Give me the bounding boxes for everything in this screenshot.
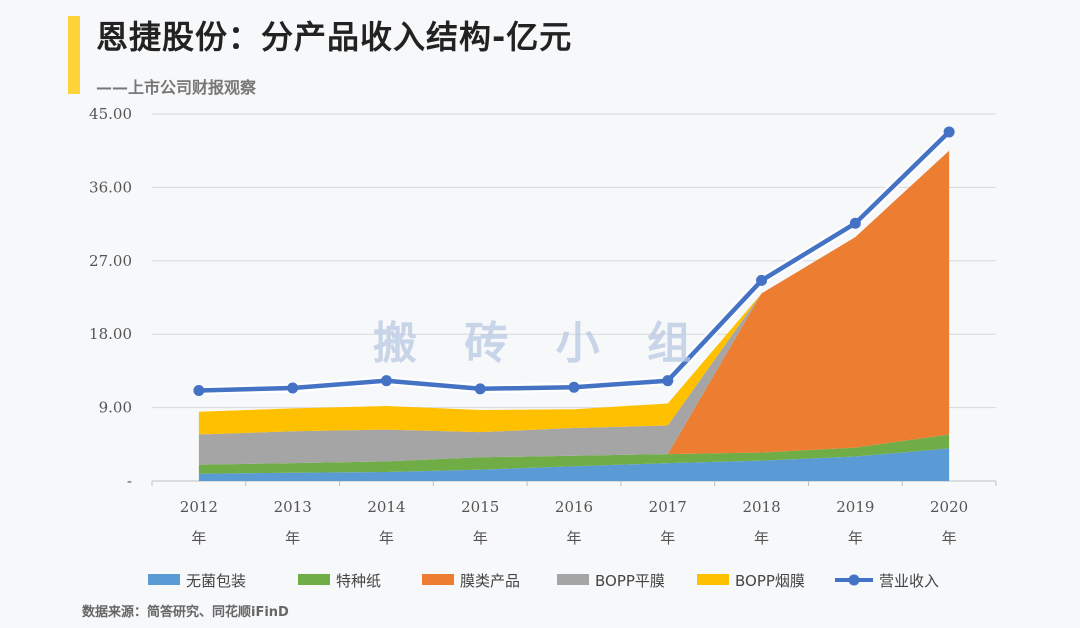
x-tick-label: 年 bbox=[660, 529, 675, 547]
x-tick-label: 年 bbox=[473, 529, 488, 547]
line-point bbox=[849, 217, 861, 229]
area-series bbox=[198, 150, 950, 465]
legend-swatch-marker bbox=[848, 574, 860, 586]
watermark-text: 搬 砖 小 组 bbox=[373, 318, 707, 369]
legend-swatch bbox=[697, 574, 729, 585]
line-point bbox=[756, 274, 768, 286]
legend-swatch bbox=[557, 574, 589, 585]
line-point bbox=[568, 381, 580, 393]
x-tick-label: 年 bbox=[848, 529, 863, 547]
x-tick-label: 年 bbox=[285, 529, 300, 547]
line-point bbox=[943, 126, 955, 138]
line-point bbox=[474, 383, 486, 395]
x-tick-label: 年 bbox=[191, 529, 206, 547]
x-tick-label: 2017 bbox=[649, 498, 687, 516]
y-tick-label: 9.00 bbox=[99, 399, 132, 417]
chart-subtitle: ——上市公司财报观察 bbox=[96, 78, 257, 97]
x-tick-label: 年 bbox=[379, 529, 394, 547]
legend-swatch bbox=[422, 574, 454, 585]
legend-label: 特种纸 bbox=[336, 572, 381, 590]
area-series bbox=[198, 448, 950, 481]
line-point bbox=[380, 375, 392, 387]
line-point bbox=[287, 382, 299, 394]
legend-swatch bbox=[148, 574, 180, 585]
line-point bbox=[662, 375, 674, 387]
legend-label: BOPP平膜 bbox=[595, 572, 665, 590]
y-tick-label: 36.00 bbox=[89, 178, 132, 196]
x-tick-label: 2019 bbox=[836, 498, 874, 516]
x-tick-label: 2012 bbox=[180, 498, 218, 516]
data-source: 数据来源：简答研究、同花顺iFinD bbox=[82, 605, 289, 620]
legend-label: 膜类产品 bbox=[460, 572, 520, 590]
x-tick-label: 年 bbox=[942, 529, 957, 547]
y-tick-label: 45.00 bbox=[89, 105, 132, 123]
x-tick-label: 2015 bbox=[461, 498, 499, 516]
x-tick-label: 2020 bbox=[930, 498, 968, 516]
chart-title: 恩捷股份：分产品收入结构-亿元 bbox=[96, 18, 573, 56]
line-point bbox=[193, 384, 205, 396]
y-tick-label: - bbox=[127, 472, 132, 490]
x-tick-label: 2016 bbox=[555, 498, 593, 516]
legend-label: 营业收入 bbox=[879, 572, 939, 590]
x-tick-label: 2013 bbox=[274, 498, 312, 516]
area-series bbox=[198, 150, 950, 465]
legend-label: BOPP烟膜 bbox=[735, 572, 805, 590]
x-tick-label: 年 bbox=[566, 529, 581, 547]
x-tick-label: 2014 bbox=[367, 498, 405, 516]
area-series bbox=[198, 434, 950, 474]
legend-label: 无菌包装 bbox=[186, 572, 246, 590]
legend-swatch bbox=[298, 574, 330, 585]
x-tick-label: 年 bbox=[754, 529, 769, 547]
title-accent-bar bbox=[68, 16, 80, 94]
y-tick-label: 18.00 bbox=[89, 325, 132, 343]
y-tick-label: 27.00 bbox=[89, 252, 132, 270]
x-tick-label: 2018 bbox=[742, 498, 780, 516]
